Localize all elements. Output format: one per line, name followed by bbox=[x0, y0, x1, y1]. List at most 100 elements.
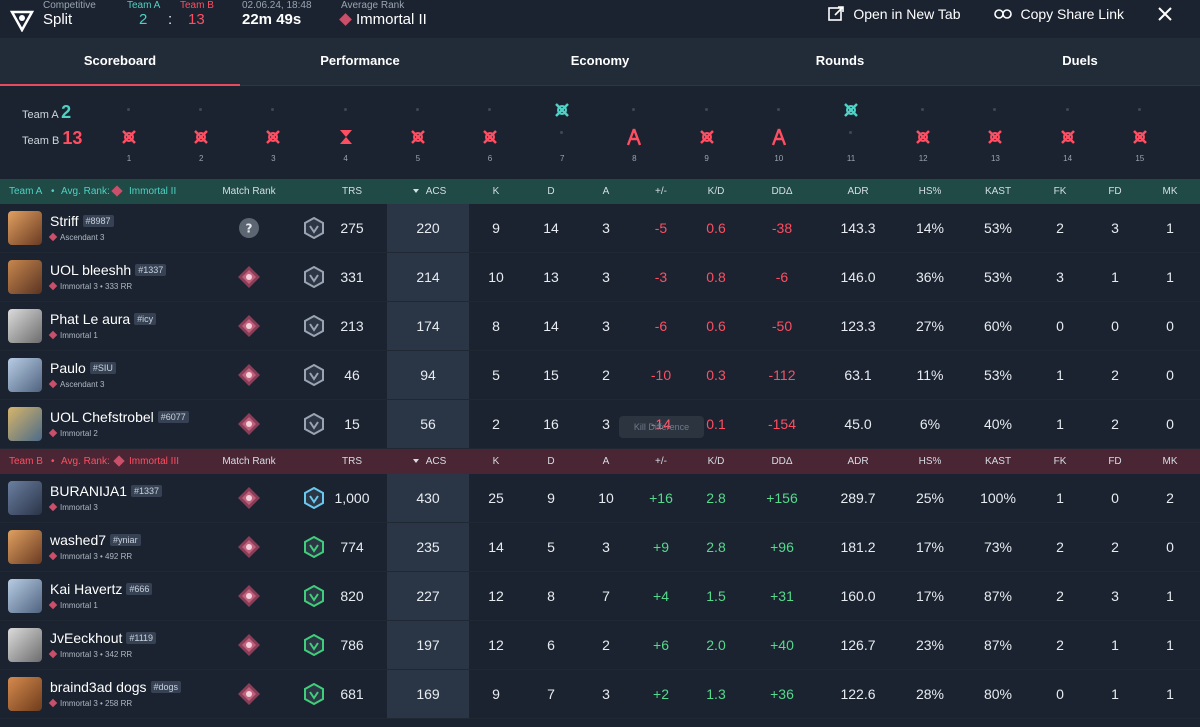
player-rank-text: Immortal 3 • 342 RR bbox=[60, 650, 133, 659]
table-row[interactable]: UOL bleeshh #1337 Immortal 3 • 333 RR 331 21… bbox=[0, 253, 1200, 302]
player-name[interactable]: BURANIJA1 #1337 bbox=[50, 483, 163, 499]
table-row[interactable]: Striff #8987 Ascendant 3? 275 220 9 14 3 -5 0.6 -3… bbox=[0, 204, 1200, 253]
stat-kast: 53% bbox=[983, 367, 1013, 383]
stat-a: 3 bbox=[602, 318, 610, 334]
agent-avatar bbox=[8, 579, 42, 613]
stat-kd: 1.3 bbox=[706, 686, 726, 702]
column-header-fk[interactable]: FK bbox=[1053, 456, 1067, 467]
column-header-mk[interactable]: MK bbox=[1162, 186, 1178, 197]
round-number: 13 bbox=[990, 154, 1000, 163]
player-name[interactable]: Phat Le aura #icy bbox=[50, 311, 157, 327]
column-header-fk[interactable]: FK bbox=[1053, 186, 1067, 197]
column-header-d[interactable]: D bbox=[547, 186, 555, 197]
round-elimination-icon bbox=[986, 128, 1004, 146]
tab-performance[interactable]: Performance bbox=[320, 53, 400, 68]
close-button[interactable] bbox=[1158, 7, 1180, 21]
tab-scoreboard[interactable]: Scoreboard bbox=[0, 38, 240, 86]
column-header-fd[interactable]: FD bbox=[1108, 456, 1122, 467]
team-b-rows: BURANIJA1 #1337 Immortal 3 1,000 430 25 9 10 +16… bbox=[0, 474, 1200, 719]
column-header-mk[interactable]: MK bbox=[1162, 456, 1178, 467]
round-empty-dot bbox=[993, 108, 997, 111]
column-header-acs[interactable]: ACS bbox=[425, 186, 447, 197]
column-header-hs[interactable]: HS% bbox=[918, 186, 942, 197]
column-header-kd[interactable]: K/D bbox=[707, 456, 725, 467]
column-header-kast[interactable]: KAST bbox=[984, 456, 1012, 467]
player-name[interactable]: Kai Havertz #666 bbox=[50, 581, 153, 597]
column-header-kd[interactable]: K/D bbox=[707, 186, 725, 197]
stat-a: 7 bbox=[602, 588, 610, 604]
open-new-tab-button[interactable]: Open in New Tab bbox=[827, 5, 960, 23]
player-name[interactable]: UOL Chefstrobel #6077 bbox=[50, 409, 189, 425]
trs-rank-icon bbox=[303, 584, 325, 608]
round-15[interactable]: 15 bbox=[1125, 86, 1155, 179]
round-defuse-icon bbox=[770, 128, 788, 146]
table-row[interactable]: BURANIJA1 #1337 Immortal 3 1,000 430 25 9 10 +16… bbox=[0, 474, 1200, 523]
table-row[interactable]: braind3ad dogs #dogs Immortal 3 • 258 RR 68… bbox=[0, 670, 1200, 719]
column-header-kast[interactable]: KAST bbox=[984, 186, 1012, 197]
player-name[interactable]: braind3ad dogs #dogs bbox=[50, 679, 182, 695]
copy-share-link-button[interactable]: Copy Share Link bbox=[994, 6, 1124, 22]
round-1[interactable]: 1 bbox=[114, 86, 144, 179]
stat-acs: 214 bbox=[416, 269, 440, 285]
round-5[interactable]: 5 bbox=[403, 86, 433, 179]
column-header-a[interactable]: A bbox=[602, 186, 610, 197]
column-header-match-rank[interactable]: Match Rank bbox=[222, 186, 276, 197]
round-7[interactable]: 7 bbox=[547, 86, 577, 179]
trs-rank-icon bbox=[303, 486, 325, 510]
open-new-tab-label: Open in New Tab bbox=[853, 6, 961, 22]
table-row[interactable]: Kai Havertz #666 Immortal 1 820 227 12 8 7 +4 1.5… bbox=[0, 572, 1200, 621]
round-empty-dot bbox=[1137, 108, 1141, 111]
tab-rounds[interactable]: Rounds bbox=[815, 53, 865, 68]
round-14[interactable]: 14 bbox=[1053, 86, 1083, 179]
column-header-a[interactable]: A bbox=[602, 456, 610, 467]
player-name[interactable]: JvEeckhout #1119 bbox=[50, 630, 157, 646]
round-13[interactable]: 13 bbox=[980, 86, 1010, 179]
player-name[interactable]: UOL bleeshh #1337 bbox=[50, 262, 167, 278]
column-header-trs[interactable]: TRS bbox=[342, 456, 362, 467]
table-row[interactable]: washed7 #yniar Immortal 3 • 492 RR 774 235 14… bbox=[0, 523, 1200, 572]
round-9[interactable]: 9 bbox=[692, 86, 722, 179]
acs-column-highlight bbox=[387, 621, 469, 669]
round-3[interactable]: 3 bbox=[258, 86, 288, 179]
team-a-avg-rank: Immortal II bbox=[129, 186, 177, 197]
column-header-match-rank[interactable]: Match Rank bbox=[222, 456, 276, 467]
tab-duels[interactable]: Duels bbox=[1062, 53, 1098, 68]
round-12[interactable]: 12 bbox=[908, 86, 938, 179]
stat-fk: 1 bbox=[1056, 490, 1064, 506]
round-10[interactable]: 10 bbox=[764, 86, 794, 179]
column-header-dd[interactable]: DDΔ bbox=[771, 456, 793, 467]
round-empty-dot bbox=[199, 108, 203, 111]
table-row[interactable]: Paulo #SIU Ascendant 3 46 94 5 15 2 -10 0.3 -112 63… bbox=[0, 351, 1200, 400]
table-row[interactable]: UOL Chefstrobel #6077 Immortal 2 15 56 2 16 3 -1… bbox=[0, 400, 1200, 449]
stat-a: 3 bbox=[602, 686, 610, 702]
round-4[interactable]: 4 bbox=[331, 86, 361, 179]
player-name[interactable]: Paulo #SIU bbox=[50, 360, 116, 376]
column-header-hs[interactable]: HS% bbox=[918, 456, 942, 467]
column-header-acs[interactable]: ACS bbox=[425, 456, 447, 467]
column-header-adr[interactable]: ADR bbox=[847, 456, 869, 467]
column-header-trs[interactable]: TRS bbox=[342, 186, 362, 197]
player-name[interactable]: Striff #8987 bbox=[50, 213, 114, 229]
round-6[interactable]: 6 bbox=[475, 86, 505, 179]
column-header-adr[interactable]: ADR bbox=[847, 186, 869, 197]
column-header-dd[interactable]: DDΔ bbox=[771, 186, 793, 197]
round-11[interactable]: 11 bbox=[836, 86, 866, 179]
column-header-k[interactable]: K bbox=[492, 186, 500, 197]
column-header-pm[interactable]: +/- bbox=[655, 456, 667, 467]
player-name[interactable]: washed7 #yniar bbox=[50, 532, 141, 548]
stat-adr: 181.2 bbox=[840, 539, 876, 555]
round-2[interactable]: 2 bbox=[186, 86, 216, 179]
column-header-d[interactable]: D bbox=[547, 456, 555, 467]
stat-fd: 0 bbox=[1111, 318, 1119, 334]
table-row[interactable]: JvEeckhout #1119 Immortal 3 • 342 RR 786 197… bbox=[0, 621, 1200, 670]
stat-adr: 126.7 bbox=[840, 637, 876, 653]
column-header-k[interactable]: K bbox=[492, 456, 500, 467]
round-8[interactable]: 8 bbox=[619, 86, 649, 179]
stat-hs: 25% bbox=[915, 490, 945, 506]
column-header-pm[interactable]: +/- bbox=[655, 186, 667, 197]
tab-economy[interactable]: Economy bbox=[570, 53, 630, 68]
table-row[interactable]: Phat Le aura #icy Immortal 1 213 174 8 14 3 -6 0.… bbox=[0, 302, 1200, 351]
round-number: 7 bbox=[559, 154, 565, 163]
column-header-fd[interactable]: FD bbox=[1108, 186, 1122, 197]
acs-column-highlight bbox=[387, 400, 469, 448]
